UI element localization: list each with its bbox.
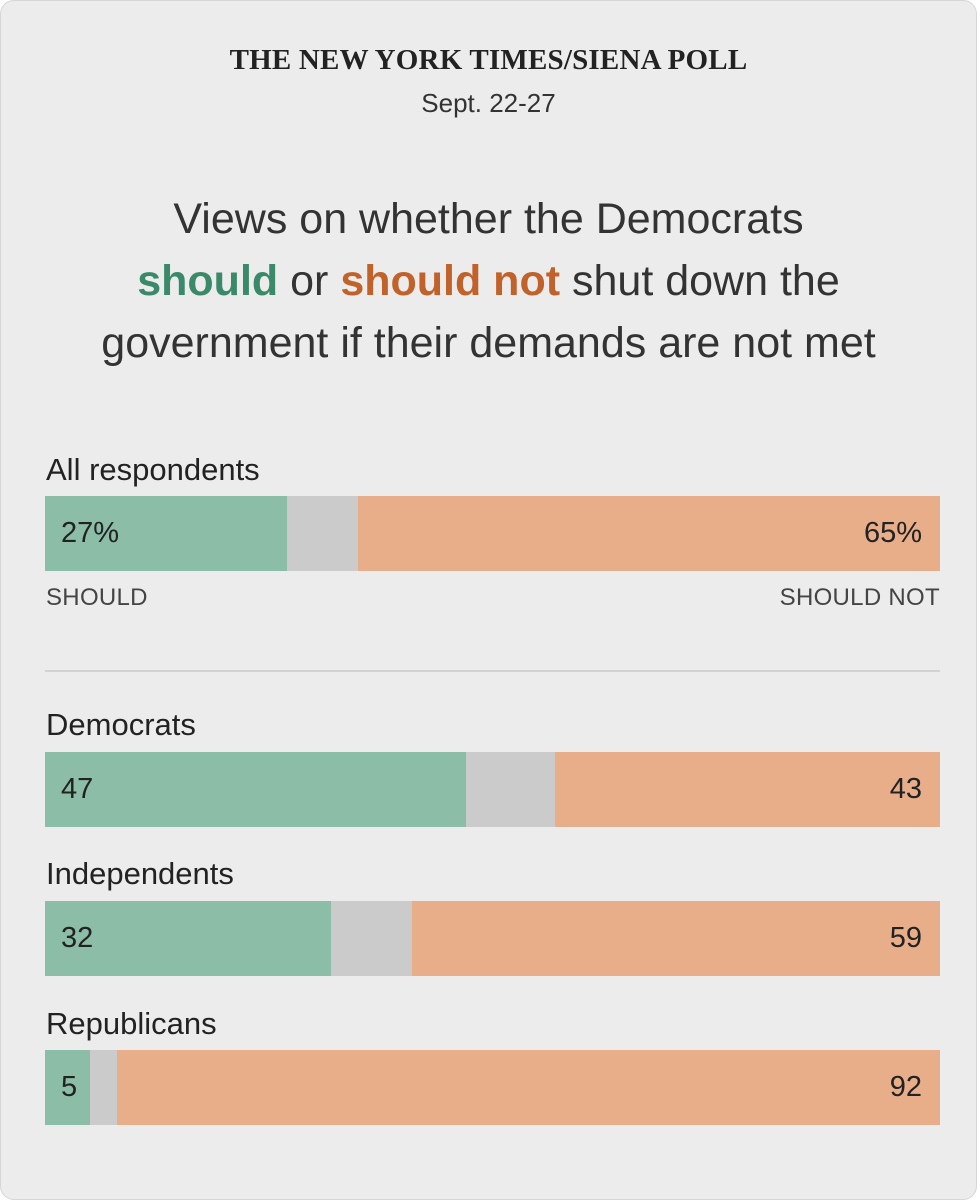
bar-independents: 32 59 xyxy=(45,901,940,976)
section-divider xyxy=(45,670,940,672)
value-label-should-not: 59 xyxy=(889,922,922,954)
bar-segment-should xyxy=(45,496,287,571)
poll-date: Sept. 22-27 xyxy=(421,88,556,118)
headline-line2-rest: shut down the xyxy=(560,257,840,305)
bar-segment-should-not xyxy=(116,1050,940,1125)
bar-segment-unsure xyxy=(465,752,556,827)
legend-should-label: SHOULD xyxy=(46,584,148,611)
bar-segment-unsure xyxy=(331,901,412,976)
headline-should: should xyxy=(137,257,279,305)
group-label-all-respondents: All respondents xyxy=(46,452,260,487)
bar-segment-should-not xyxy=(411,901,940,976)
headline-line1: Views on whether the Democrats xyxy=(173,195,804,243)
value-label-should-not: 65% xyxy=(863,517,922,549)
bar-all-respondents: 27% 65% xyxy=(45,496,940,571)
chart-headline: Views on whether the Democrats should or… xyxy=(40,188,937,374)
group-label-independents: Independents xyxy=(46,856,234,891)
poll-source: THE NEW YORK TIMES/SIENA POLL xyxy=(229,44,748,76)
bar-segment-should xyxy=(45,901,332,976)
headline-should-not: should not xyxy=(340,257,561,305)
bar-segment-should-not xyxy=(555,752,940,827)
bar-democrats: 47 43 xyxy=(45,752,940,827)
value-label-should: 47 xyxy=(61,773,94,805)
bar-segment-should xyxy=(45,752,466,827)
group-label-republicans: Republicans xyxy=(46,1006,217,1041)
value-label-should-not: 92 xyxy=(889,1071,922,1103)
legend-should-not-label: SHOULD NOT xyxy=(779,584,940,611)
headline-or: or xyxy=(278,257,341,305)
bar-segment-should xyxy=(45,1050,90,1125)
group-label-democrats: Democrats xyxy=(46,707,196,742)
value-label-should: 32 xyxy=(61,922,94,954)
headline-line3: government if their demands are not met xyxy=(101,319,876,367)
bar-republicans: 5 92 xyxy=(45,1050,940,1125)
bar-segment-should-not xyxy=(358,496,940,571)
bar-segment-unsure xyxy=(89,1050,117,1125)
bar-segment-unsure xyxy=(286,496,359,571)
value-label-should-not: 43 xyxy=(889,773,922,805)
value-label-should: 5 xyxy=(61,1071,78,1103)
value-label-should: 27% xyxy=(61,517,120,549)
